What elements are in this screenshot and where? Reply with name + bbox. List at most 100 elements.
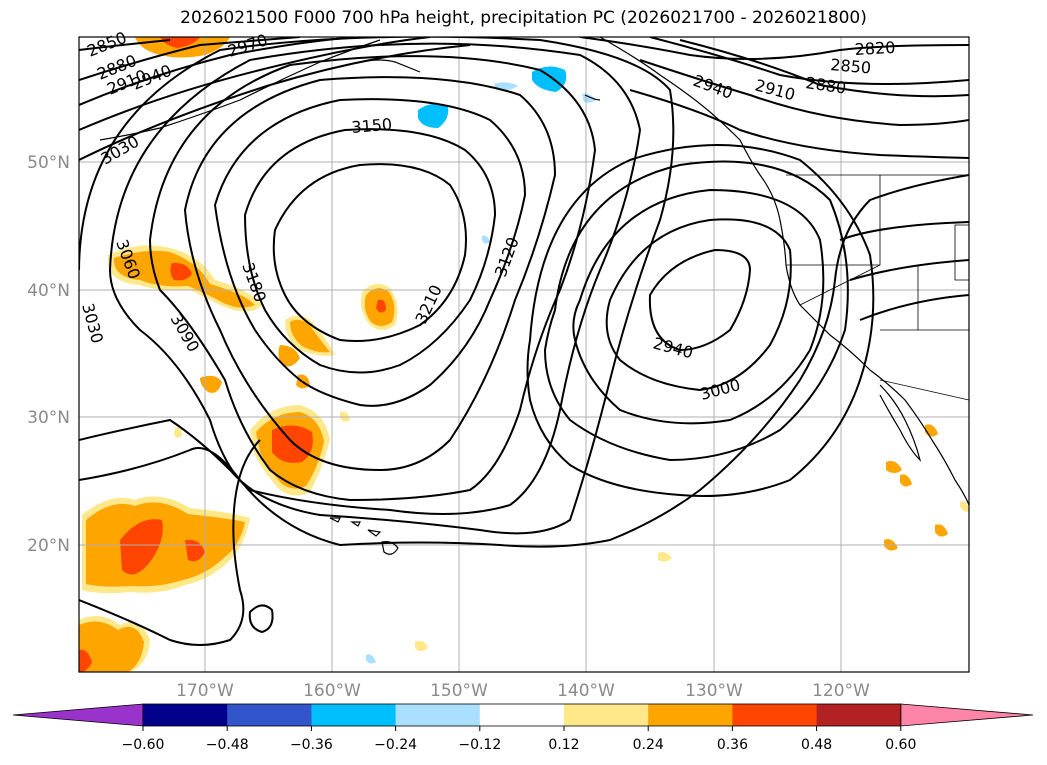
contour-line: [839, 221, 969, 241]
colorbar-tick-label: −0.24: [374, 737, 417, 753]
contour-line: [79, 37, 431, 131]
colorbar-tick-label: 0.24: [633, 737, 664, 753]
precip-shading: [79, 37, 969, 672]
map-border: [78, 36, 970, 673]
contour-line: [572, 188, 825, 425]
precip-area: [366, 654, 376, 664]
precip-area: [160, 37, 200, 48]
coastline: [584, 94, 601, 101]
coastline: [350, 521, 361, 527]
colorbar-segment: [227, 704, 312, 726]
precip-area: [170, 262, 192, 281]
colorbar-arrow-left: [12, 703, 144, 727]
lon-label: 150°W: [430, 681, 488, 701]
state-border: [799, 264, 881, 306]
lon-label: 130°W: [685, 681, 743, 701]
lon-label: 170°W: [176, 681, 234, 701]
contour-line: [859, 294, 969, 321]
precip-area: [900, 474, 912, 487]
contour-line: [605, 218, 792, 392]
coastline: [381, 541, 399, 555]
contour-line: [148, 55, 597, 502]
colorbar-tick-label: −0.12: [458, 737, 501, 753]
precip-area: [79, 649, 92, 672]
precip-area: [418, 103, 449, 128]
coastline: [367, 529, 382, 537]
contour-line: [639, 59, 969, 127]
colorbar-tick-label: 0.12: [548, 737, 579, 753]
contour-line: [243, 128, 497, 374]
precip-area: [79, 621, 144, 672]
contour-line: [248, 604, 274, 634]
colorbar-tick-label: 0.60: [885, 737, 916, 753]
precip-area: [886, 461, 902, 473]
colorbar: −0.60 −0.48 −0.36 −0.24 −0.12 0.12 0.24 0.36 0.4…: [12, 703, 1034, 753]
contour-line: [849, 259, 969, 281]
latitude-labels: 50°N 40°N 30°N 20°N: [27, 153, 70, 556]
colorbar-tick-label: 0.36: [717, 737, 748, 753]
contour-line: [648, 248, 752, 352]
colorbar-arrow-right: [900, 703, 1034, 727]
height-contours: [79, 37, 969, 646]
colorbar-tick-label: 0.48: [801, 737, 832, 753]
precip-area: [120, 519, 163, 575]
colorbar-segment: [648, 704, 733, 726]
precip-area: [272, 425, 313, 463]
colorbar-tick-label: −0.36: [290, 737, 333, 753]
map-title: 2026021500 F000 700 hPa height, precipit…: [180, 8, 867, 28]
colorbar-tick-label: −0.48: [206, 737, 249, 753]
contour-line: [649, 37, 969, 85]
contour-label: 2820: [854, 38, 896, 59]
longitude-labels: 170°W 160°W 150°W 140°W 130°W 120°W: [176, 681, 870, 701]
contour-line: [79, 174, 969, 548]
contour-line: [79, 439, 261, 646]
precip-area: [278, 345, 300, 367]
contour-line: [79, 37, 361, 106]
precip-area: [376, 299, 386, 313]
precip-area: [290, 319, 330, 353]
contour-label: 3150: [351, 115, 393, 137]
contour-line: [272, 163, 467, 342]
coastline: [879, 384, 922, 462]
lat-label: 40°N: [27, 281, 70, 301]
contour-line: [579, 37, 969, 60]
lon-label: 140°W: [557, 681, 615, 701]
state-border: [879, 379, 969, 401]
contour-labels: 2850 2880 2910 2940 2970 3030 3150 3060 …: [78, 28, 896, 404]
coastline: [329, 517, 341, 523]
lon-label: 160°W: [303, 681, 361, 701]
lat-label: 50°N: [27, 153, 70, 173]
precip-area: [415, 640, 428, 651]
precip-area: [482, 235, 490, 244]
coastline: [99, 39, 381, 141]
lon-label: 120°W: [812, 681, 870, 701]
contour-line: [679, 39, 969, 98]
contour-line: [183, 76, 557, 472]
graticule: [79, 37, 969, 672]
colorbar-segment: [395, 704, 481, 726]
precip-area: [658, 552, 672, 562]
contour-line: [543, 160, 849, 462]
colorbar-segment: [143, 704, 228, 726]
contour-line: [629, 89, 969, 159]
contour-line: [79, 39, 171, 51]
colorbar-segment: [564, 704, 649, 726]
contour-line: [79, 37, 301, 81]
lat-label: 20°N: [27, 536, 70, 556]
lat-label: 30°N: [27, 408, 70, 428]
precip-area: [532, 66, 567, 92]
colorbar-segment: [816, 704, 902, 726]
colorbar-segment: [479, 704, 565, 726]
colorbar-segment: [311, 704, 397, 726]
precip-area: [174, 427, 182, 438]
contour-line: [213, 98, 527, 407]
precip-area: [935, 524, 948, 537]
map-area: [79, 37, 969, 672]
contour-label: 2850: [830, 55, 872, 77]
contour-line: [526, 144, 875, 497]
colorbar-tick-label: −0.60: [122, 737, 165, 753]
precip-area: [960, 501, 969, 512]
colorbar-outline: [142, 703, 902, 727]
contour-line: [79, 44, 471, 161]
